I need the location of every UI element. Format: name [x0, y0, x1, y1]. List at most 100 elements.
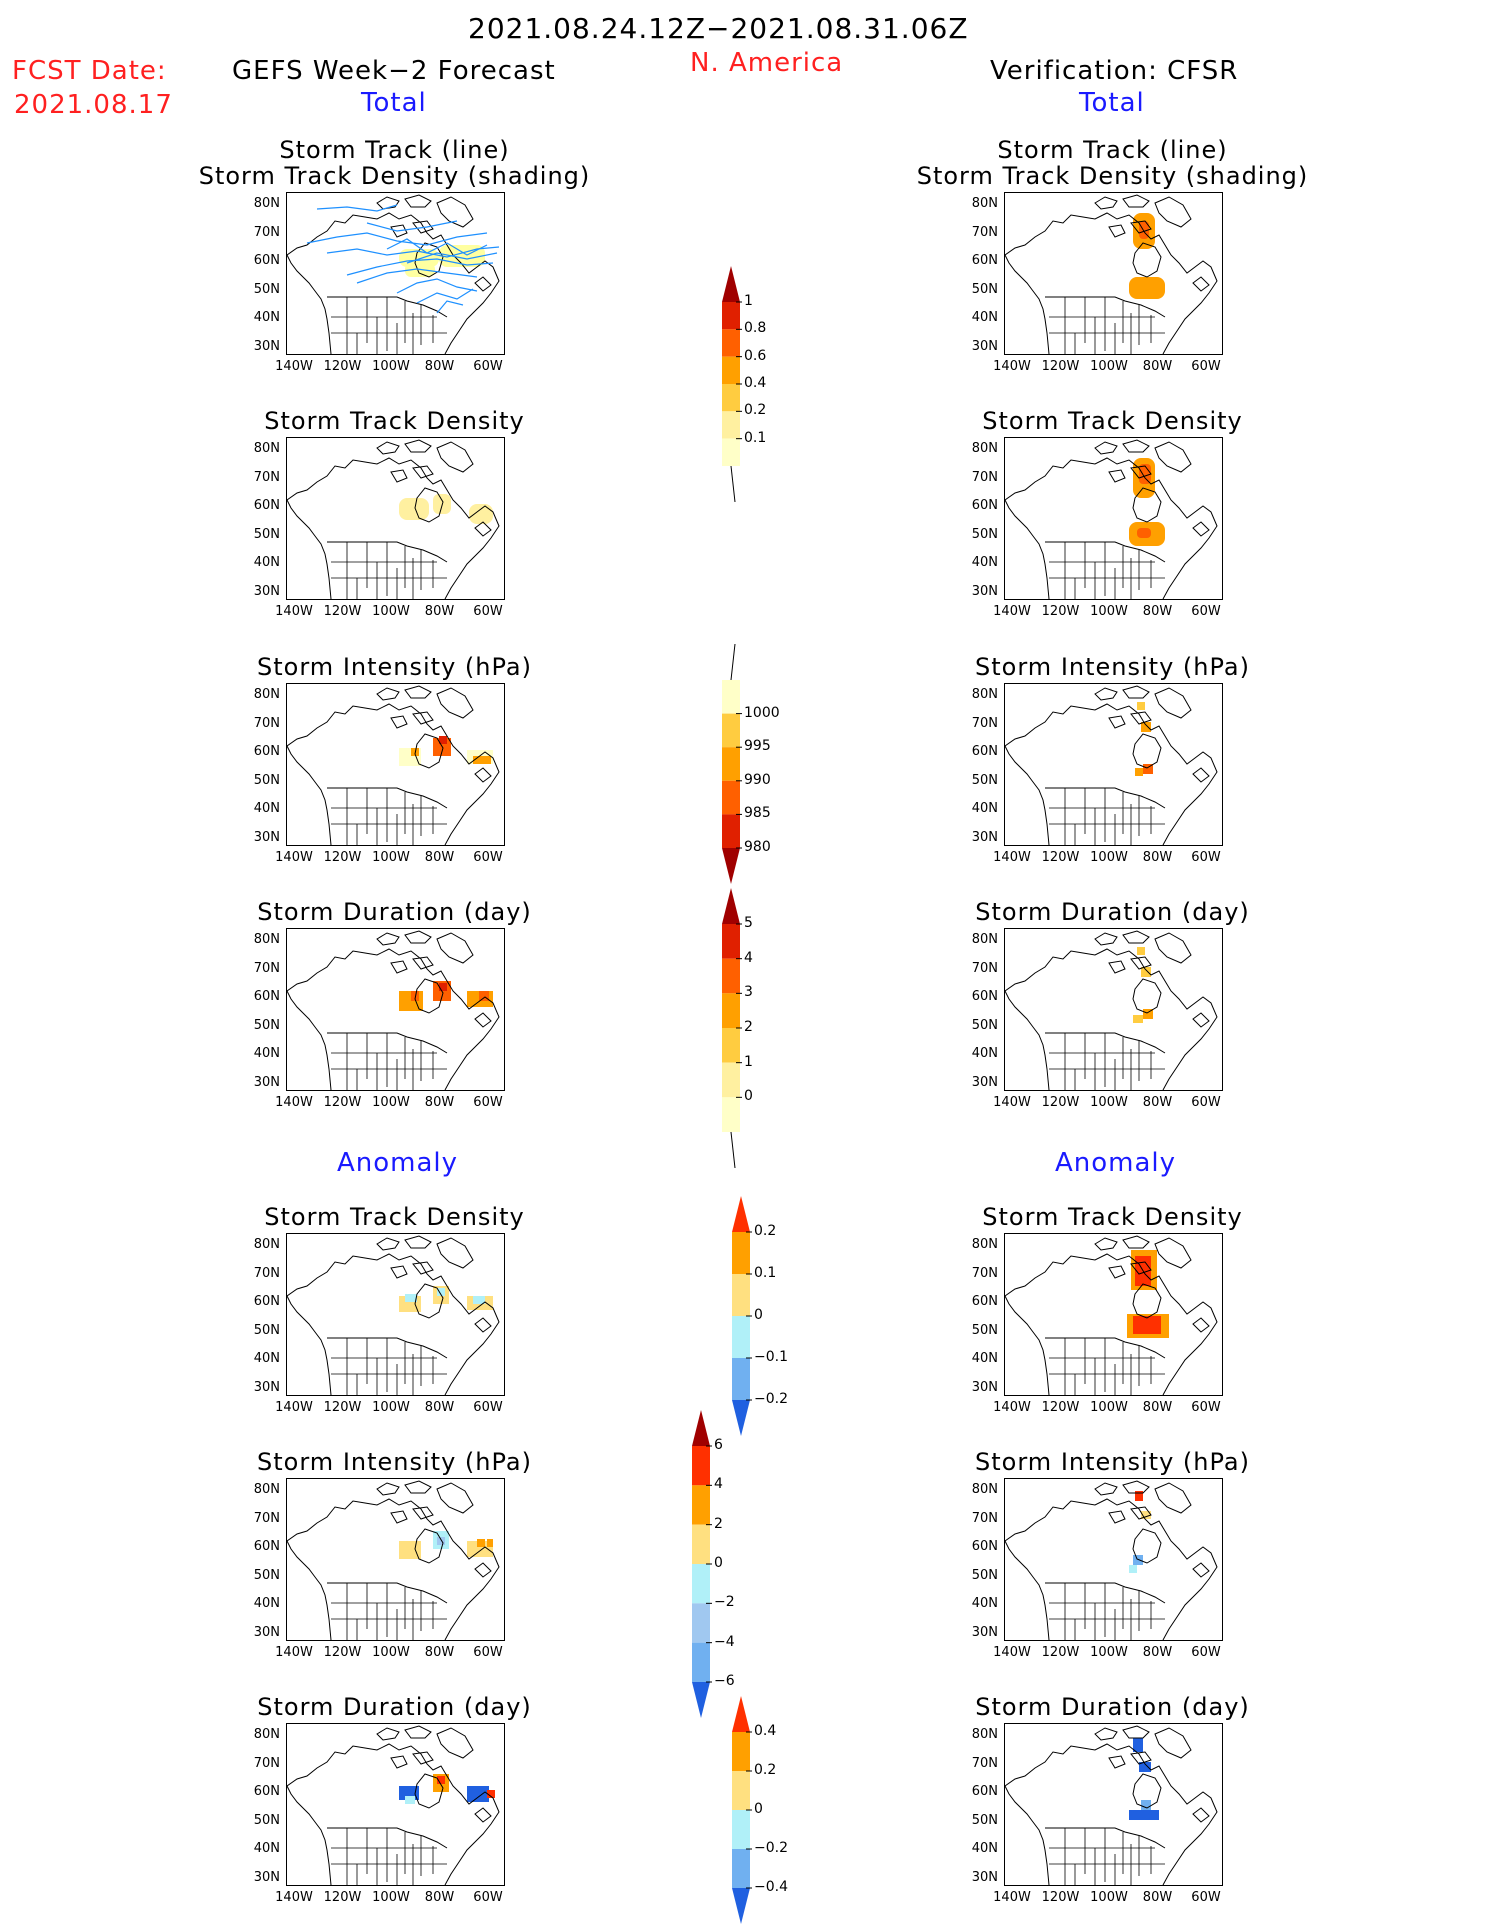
- lat-tick-label: 80N: [971, 1237, 998, 1252]
- lat-tick-label: 50N: [971, 526, 998, 542]
- storm-track-line: [316, 204, 398, 212]
- island: [390, 1510, 408, 1524]
- island: [376, 1237, 400, 1251]
- lat-tick-label: 60N: [253, 1784, 280, 1799]
- lon-tick-label: 120W: [1041, 1645, 1080, 1660]
- coastline: [287, 1253, 500, 1395]
- island: [1154, 1482, 1192, 1514]
- island: [1154, 687, 1192, 719]
- coastline: [1005, 457, 1218, 599]
- lat-tick-label: 30N: [253, 338, 280, 354]
- lon-tick-label: 100W: [372, 359, 410, 374]
- island: [1122, 439, 1150, 453]
- lat-tick-label: 30N: [253, 1379, 280, 1395]
- colorbar-segment: [692, 1446, 710, 1486]
- island: [412, 711, 434, 725]
- lat-tick-label: 80N: [971, 441, 998, 456]
- island: [376, 1482, 400, 1496]
- island: [474, 767, 492, 783]
- lat-tick-label: 30N: [971, 1869, 998, 1885]
- lon-tick-label: 120W: [323, 1400, 362, 1415]
- lon-tick-label: 140W: [275, 1095, 313, 1110]
- colorbar-segment: [722, 438, 740, 466]
- island: [1108, 715, 1126, 729]
- lat-tick-label: 60N: [253, 989, 280, 1004]
- storm-track-line: [386, 238, 488, 256]
- hudson-bay: [414, 487, 444, 523]
- island: [1094, 932, 1118, 946]
- lon-tick-label: 100W: [1090, 1645, 1128, 1660]
- island: [412, 465, 434, 479]
- right-column-title: Verification: CFSR: [990, 56, 1239, 86]
- lat-tick-label: 80N: [253, 1237, 280, 1252]
- lat-tick-label: 50N: [253, 772, 280, 788]
- lon-tick-label: 80W: [424, 1400, 455, 1415]
- lon-tick-label: 80W: [1142, 1400, 1173, 1415]
- lat-tick-label: 40N: [253, 310, 280, 325]
- shading-cell: [487, 1790, 495, 1798]
- island: [412, 956, 434, 970]
- lon-tick-label: 80W: [424, 1890, 455, 1905]
- shading-cell: [439, 736, 447, 744]
- shading-cell: [1133, 1316, 1161, 1334]
- lat-tick-label: 80N: [253, 1482, 280, 1497]
- colorbar-label: 4: [714, 1476, 723, 1493]
- colorbar-label: 0.2: [744, 402, 767, 419]
- colorbar-label: 4: [744, 949, 753, 966]
- colorbar-label: 995: [744, 738, 771, 755]
- island: [1108, 1755, 1126, 1769]
- lat-tick-label: 30N: [971, 1624, 998, 1640]
- storm-track-line: [396, 278, 478, 294]
- shading-cell: [399, 498, 429, 520]
- colorbar-label: 2: [714, 1515, 723, 1532]
- map-panel: [286, 437, 505, 600]
- map-svg: [1005, 194, 1218, 354]
- colorbar-duration_total: [722, 888, 742, 1168]
- lat-tick-label: 60N: [253, 1294, 280, 1309]
- map-svg: [1005, 1480, 1218, 1640]
- lon-tick-label: 140W: [275, 1400, 313, 1415]
- panel-title-track_shading: Storm Track Density (shading): [198, 162, 591, 190]
- island: [1108, 1265, 1126, 1279]
- lat-tick-label: 70N: [253, 1265, 280, 1281]
- island: [436, 687, 474, 719]
- hudson-bay: [1132, 978, 1162, 1014]
- lat-tick-label: 30N: [971, 338, 998, 354]
- lon-tick-label: 140W: [275, 1890, 313, 1905]
- map-panel: [286, 1723, 505, 1886]
- border-line: [1045, 541, 1166, 563]
- island: [1192, 1562, 1210, 1578]
- border-line: [327, 1032, 448, 1054]
- map-svg: [287, 930, 500, 1090]
- colorbar-label: 0: [754, 1307, 763, 1323]
- left-column-title: GEFS Week−2 Forecast: [232, 56, 556, 86]
- shading-cell: [1141, 722, 1151, 732]
- colorbar-label: 1000: [744, 704, 780, 721]
- lat-tick-label: 70N: [971, 960, 998, 976]
- lat-tick-label: 80N: [253, 932, 280, 947]
- coastline: [287, 212, 500, 354]
- colorbar-segment: [722, 411, 740, 439]
- panel-title-density: Storm Track Density: [982, 407, 1243, 435]
- island: [474, 276, 492, 292]
- colorbar-segment: [732, 1274, 750, 1316]
- map-svg: [287, 194, 500, 354]
- island: [390, 960, 408, 974]
- island: [412, 220, 434, 234]
- region-title: N. America: [690, 48, 844, 78]
- map-panel: [1004, 1233, 1223, 1396]
- shading-cell: [439, 983, 447, 991]
- island: [404, 930, 432, 944]
- island: [1154, 932, 1192, 964]
- lon-tick-label: 60W: [473, 1095, 503, 1110]
- border-line: [1045, 787, 1166, 809]
- lat-tick-label: 30N: [971, 1379, 998, 1395]
- lon-tick-label: 120W: [323, 1095, 362, 1110]
- island: [436, 1237, 474, 1269]
- hudson-bay: [1132, 733, 1162, 769]
- border-line: [327, 787, 448, 809]
- lon-tick-label: 120W: [1041, 604, 1080, 619]
- island: [1192, 1317, 1210, 1333]
- lon-tick-label: 80W: [1142, 359, 1173, 374]
- shading-cell: [1143, 764, 1153, 774]
